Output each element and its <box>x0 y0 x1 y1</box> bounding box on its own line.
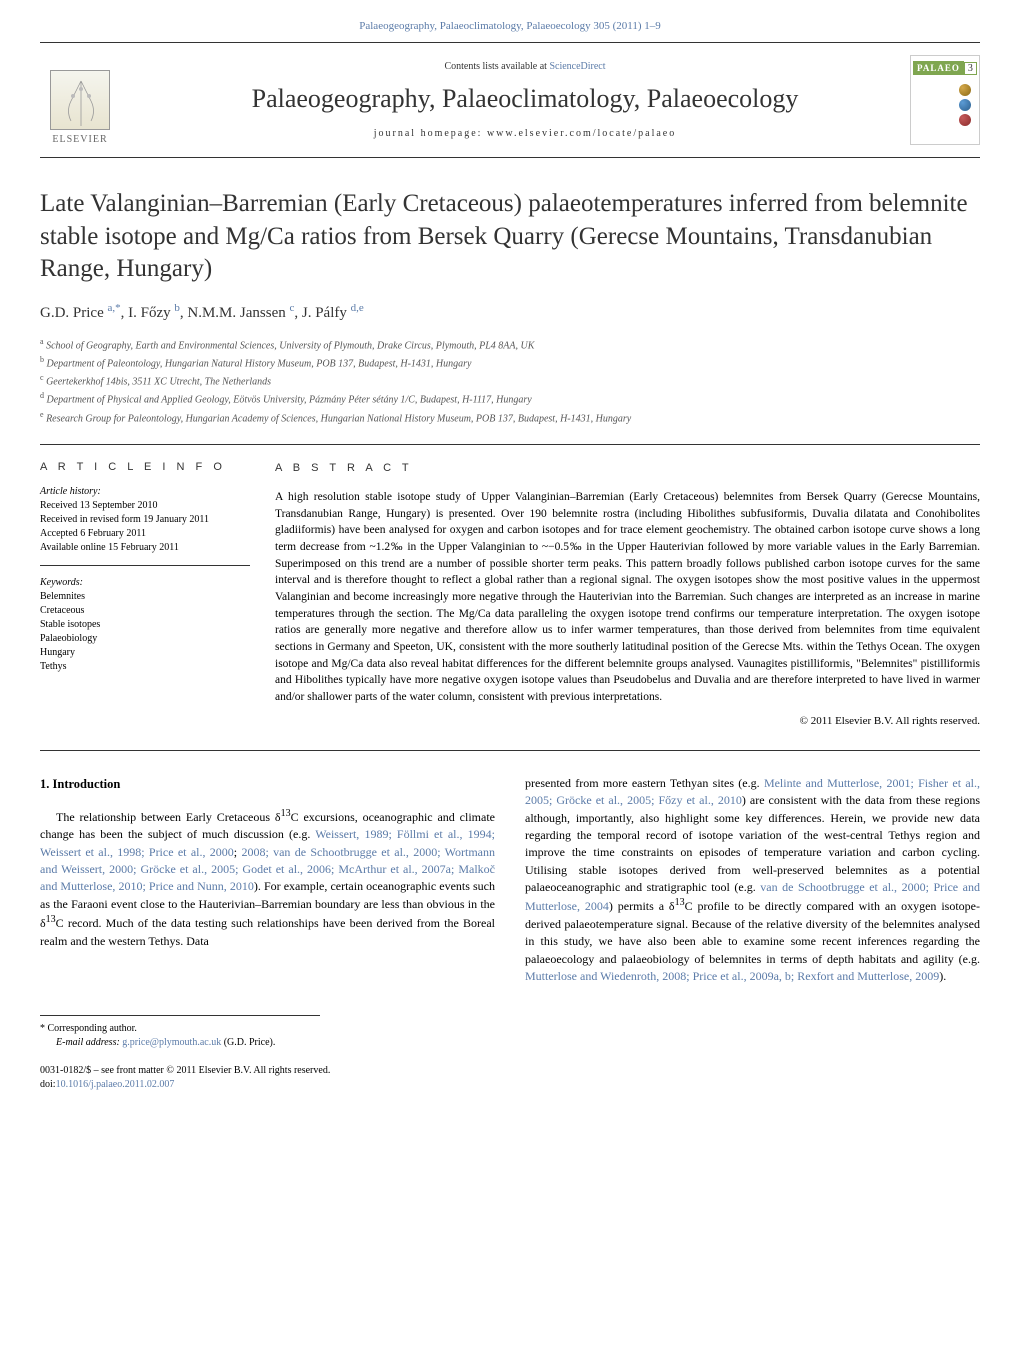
author-1-affil: a, <box>108 302 116 314</box>
intro-text-1a: The relationship between Early Cretaceou… <box>56 810 281 824</box>
article-history: Article history: Received 13 September 2… <box>40 485 250 566</box>
header-center: Contents lists available at ScienceDirec… <box>140 61 910 139</box>
affil-a: School of Geography, Earth and Environme… <box>46 340 534 351</box>
affil-b: Department of Paleontology, Hungarian Na… <box>47 358 472 369</box>
intro-para-left: The relationship between Early Cretaceou… <box>40 807 495 950</box>
star-icon: * <box>40 1023 45 1034</box>
elsevier-tree-icon <box>50 70 110 130</box>
intro-right-column: presented from more eastern Tethyan site… <box>525 775 980 986</box>
history-accepted: Accepted 6 February 2011 <box>40 527 250 541</box>
history-received: Received 13 September 2010 <box>40 499 250 513</box>
elsevier-text: ELSEVIER <box>52 134 107 145</box>
article-info-column: A R T I C L E I N F O Article history: R… <box>40 461 275 730</box>
email-label: E-mail address: <box>56 1037 122 1048</box>
keywords: Keywords: Belemnites Cretaceous Stable i… <box>40 576 250 674</box>
article-info-abstract: A R T I C L E I N F O Article history: R… <box>40 444 980 730</box>
intro-text-r1e: ). <box>939 969 946 983</box>
history-label: Article history: <box>40 485 250 499</box>
keyword-1: Belemnites <box>40 590 250 604</box>
contents-text: Contents lists available at <box>444 61 549 72</box>
journal-citation: Palaeogeography, Palaeoclimatology, Pala… <box>40 20 980 32</box>
journal-homepage: journal homepage: www.elsevier.com/locat… <box>140 128 910 139</box>
footer: * Corresponding author. E-mail address: … <box>40 1015 980 1092</box>
issn-copyright: 0031-0182/$ – see front matter © 2011 El… <box>40 1064 980 1078</box>
author-list: G.D. Price a,*, I. Főzy b, N.M.M. Jansse… <box>40 302 980 322</box>
article-title: Late Valanginian–Barremian (Early Cretac… <box>40 188 980 286</box>
palaeo-label: PALAEO <box>913 61 964 75</box>
keyword-6: Tethys <box>40 660 250 674</box>
elsevier-logo: ELSEVIER <box>40 55 120 145</box>
palaeo-volume: 3 <box>964 62 977 75</box>
section-divider <box>40 750 980 751</box>
affiliations: a School of Geography, Earth and Environ… <box>40 336 980 427</box>
author-2: , I. Főzy <box>121 305 175 321</box>
palaeo-cover-badge: PALAEO3 <box>910 55 980 145</box>
author-4: , J. Pálfy <box>294 305 350 321</box>
keyword-2: Cretaceous <box>40 604 250 618</box>
history-online: Available online 15 February 2011 <box>40 541 250 555</box>
keyword-3: Stable isotopes <box>40 618 250 632</box>
journal-name: Palaeogeography, Palaeoclimatology, Pala… <box>140 84 910 114</box>
keywords-label: Keywords: <box>40 576 250 590</box>
keyword-4: Palaeobiology <box>40 632 250 646</box>
author-3: , N.M.M. Janssen <box>180 305 290 321</box>
intro-left-column: 1. Introduction The relationship between… <box>40 775 495 986</box>
abstract-column: A B S T R A C T A high resolution stable… <box>275 461 980 730</box>
intro-heading: 1. Introduction <box>40 775 495 793</box>
intro-text-r1c: ) permits a δ <box>609 899 675 913</box>
journal-header: ELSEVIER Contents lists available at Sci… <box>40 42 980 158</box>
intro-para-right: presented from more eastern Tethyan site… <box>525 775 980 986</box>
abstract-text: A high resolution stable isotope study o… <box>275 489 980 706</box>
affil-c: Geertekerkhof 14bis, 3511 XC Utrecht, Th… <box>46 376 271 387</box>
citation-5[interactable]: Mutterlose and Wiedenroth, 2008; Price e… <box>525 969 939 983</box>
keyword-5: Hungary <box>40 646 250 660</box>
sciencedirect-link[interactable]: ScienceDirect <box>549 61 605 72</box>
author-1: G.D. Price <box>40 305 108 321</box>
history-revised: Received in revised form 19 January 2011 <box>40 513 250 527</box>
corr-label: Corresponding author. <box>48 1023 137 1034</box>
abstract-heading: A B S T R A C T <box>275 461 980 477</box>
footer-bottom: 0031-0182/$ – see front matter © 2011 El… <box>40 1064 980 1092</box>
abstract-copyright: © 2011 Elsevier B.V. All rights reserved… <box>275 714 980 730</box>
email-link[interactable]: g.price@plymouth.ac.uk <box>122 1037 221 1048</box>
introduction-section: 1. Introduction The relationship between… <box>40 775 980 986</box>
affil-d: Department of Physical and Applied Geolo… <box>47 395 532 406</box>
intro-text-r1b: ) are consistent with the data from thes… <box>525 793 980 894</box>
affil-e: Research Group for Paleontology, Hungari… <box>46 413 631 424</box>
doi-label-text: doi: <box>40 1079 56 1090</box>
doi-link[interactable]: 10.1016/j.palaeo.2011.02.007 <box>56 1079 175 1090</box>
corresponding-author: * Corresponding author. E-mail address: … <box>40 1015 320 1050</box>
article-info-heading: A R T I C L E I N F O <box>40 461 250 473</box>
contents-available: Contents lists available at ScienceDirec… <box>140 61 910 72</box>
author-4-affil: d,e <box>351 302 364 314</box>
email-person: (G.D. Price). <box>221 1037 275 1048</box>
intro-text-r1a: presented from more eastern Tethyan site… <box>525 776 764 790</box>
palaeo-dots-icon <box>959 81 971 129</box>
intro-text-1e: C record. Much of the data testing such … <box>40 916 495 947</box>
